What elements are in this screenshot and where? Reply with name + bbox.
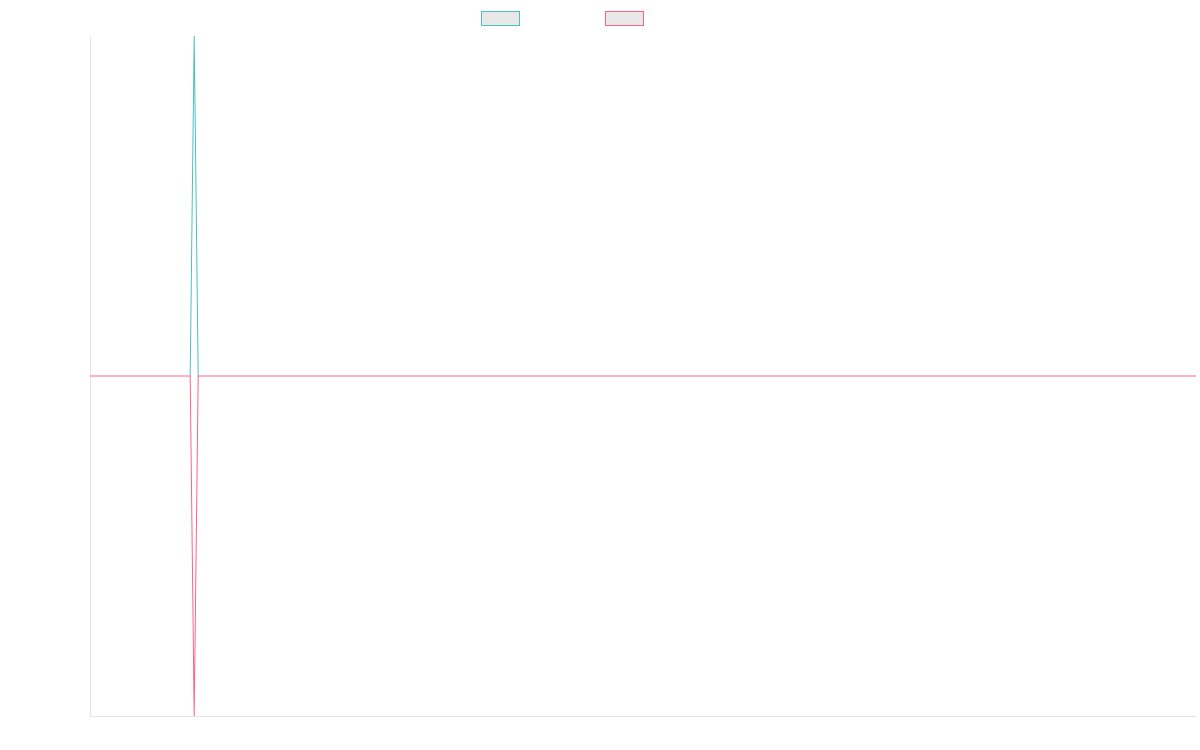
chart-legend bbox=[0, 0, 1200, 34]
legend-swatch-series-2 bbox=[605, 10, 644, 26]
legend-swatch-series-1 bbox=[481, 10, 520, 26]
legend-item-series-2[interactable] bbox=[605, 9, 650, 27]
series-line-2 bbox=[90, 375, 1196, 717]
legend-item-series-1[interactable] bbox=[481, 9, 526, 27]
series-line-1 bbox=[90, 35, 1196, 377]
series-layer bbox=[90, 35, 1196, 717]
